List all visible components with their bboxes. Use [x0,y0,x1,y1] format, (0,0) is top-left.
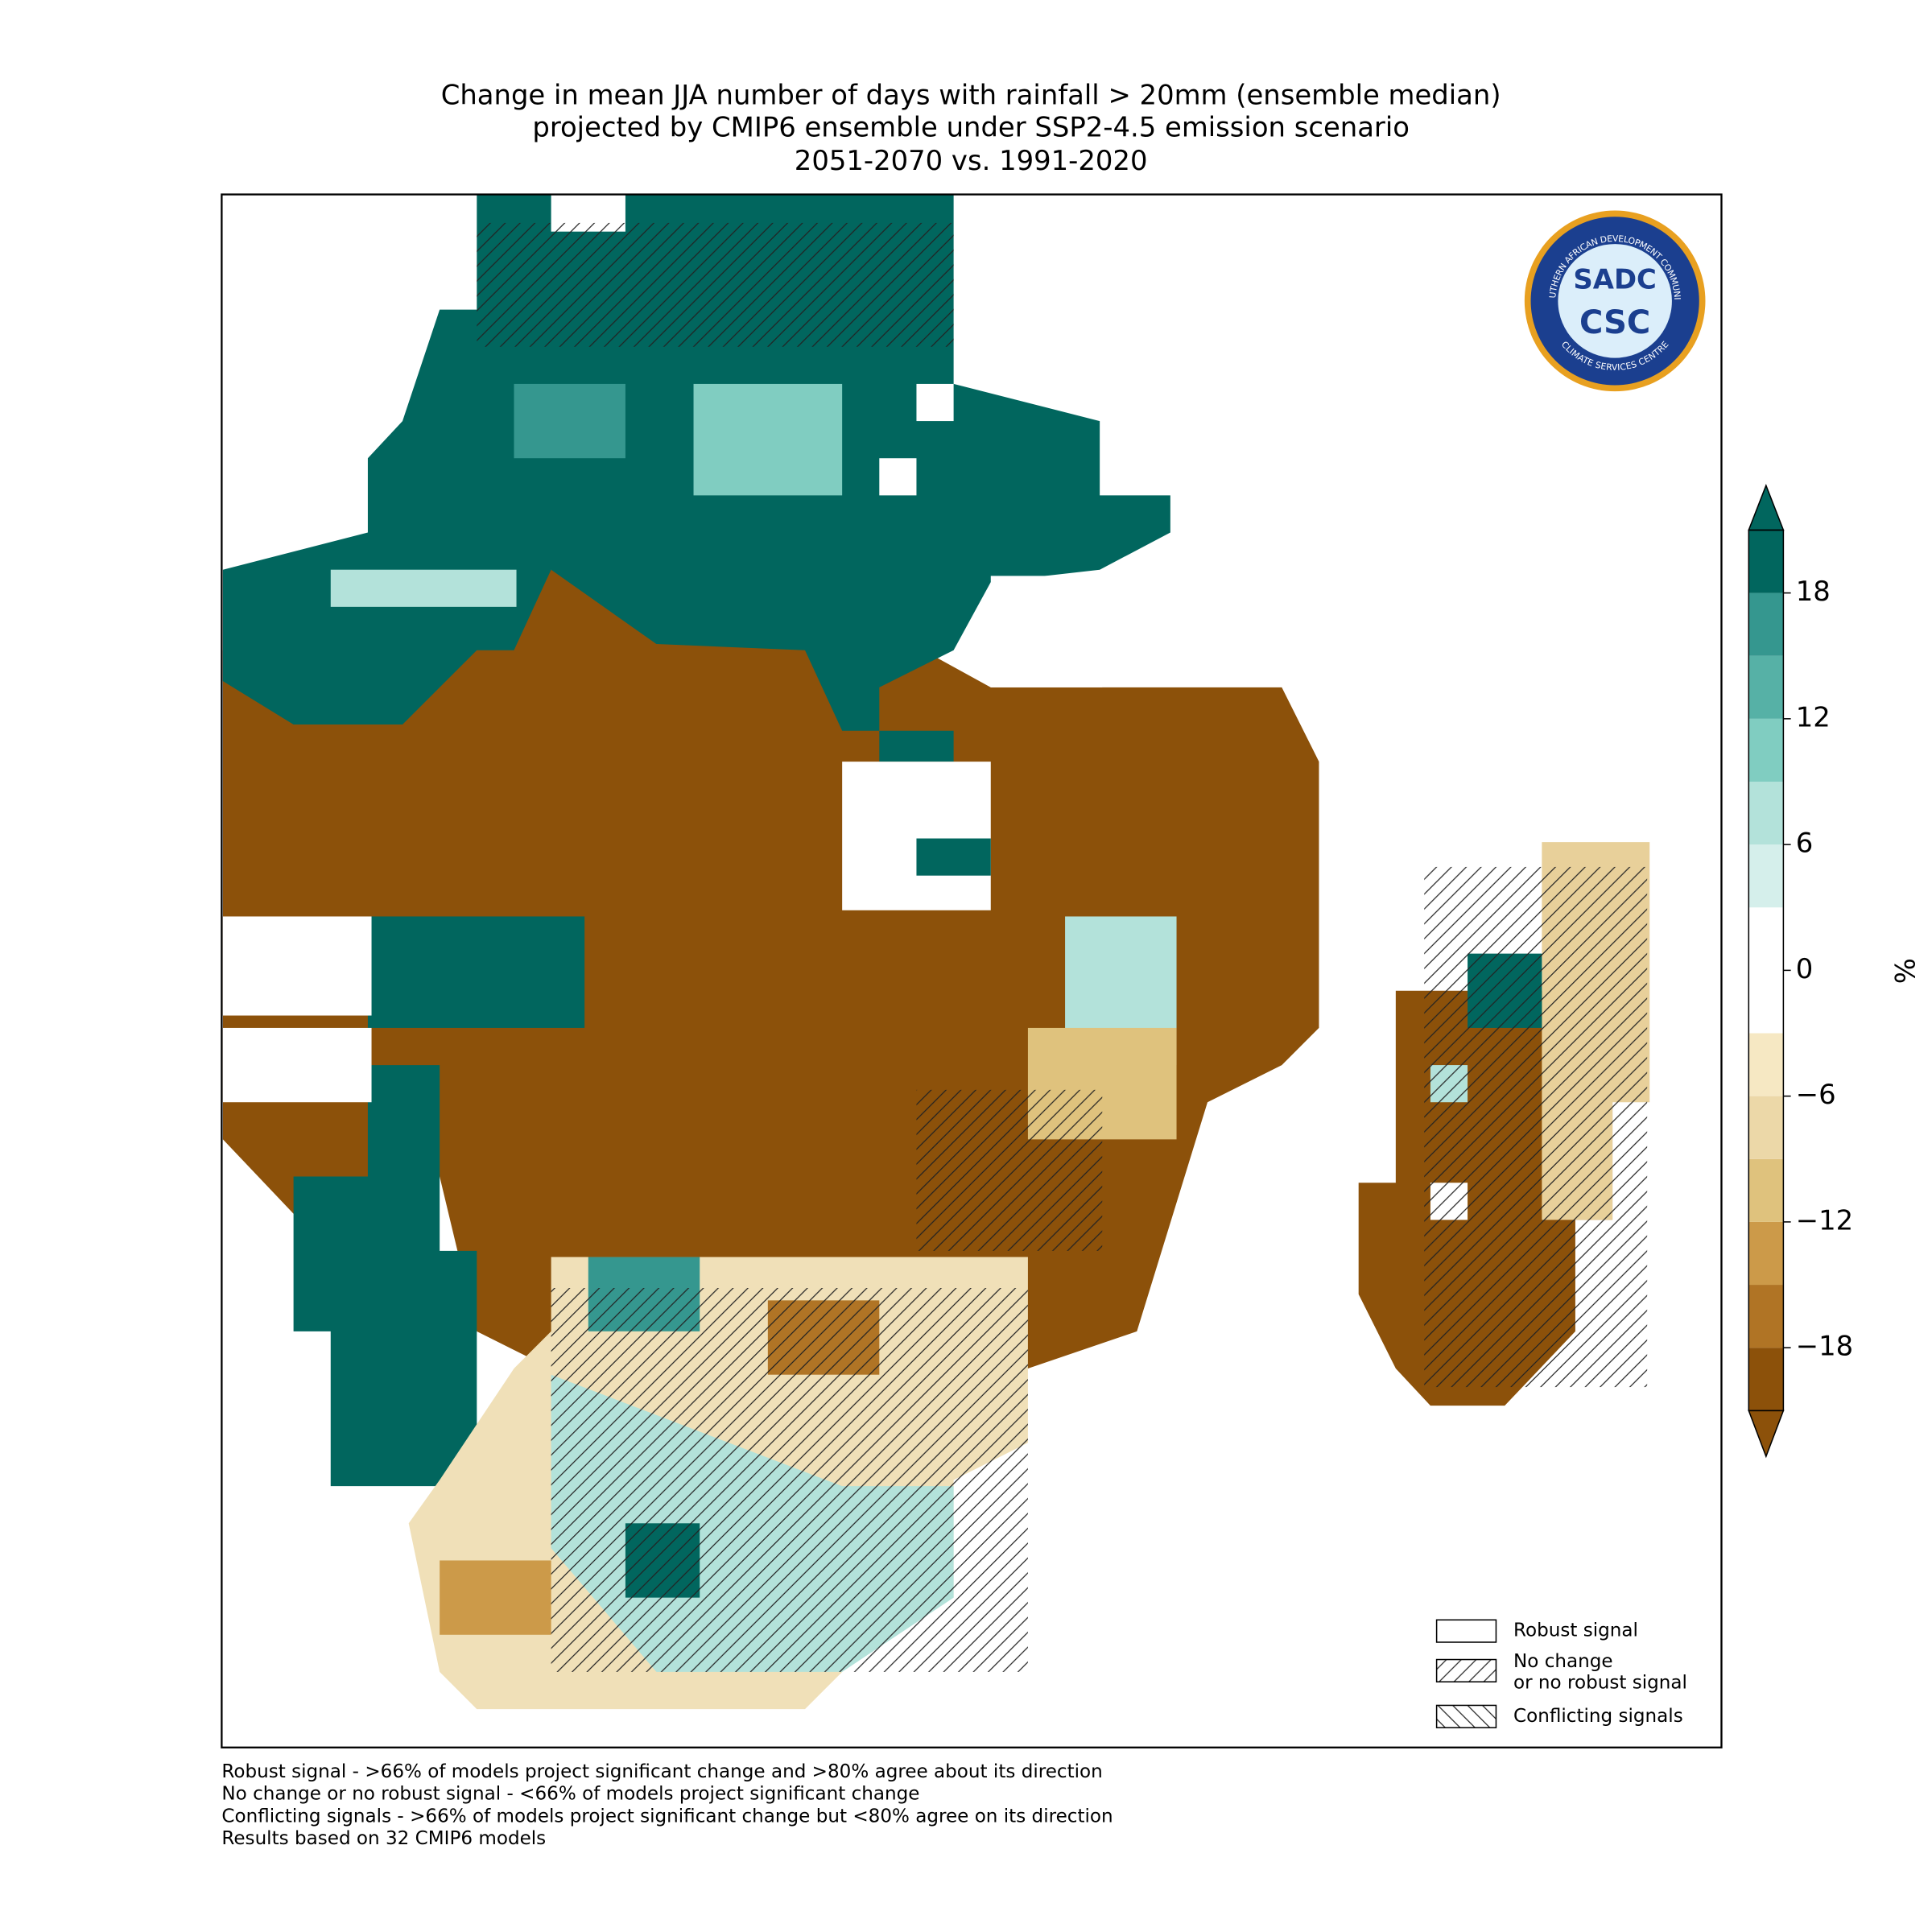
logo-center [1558,244,1672,358]
cell [222,916,372,1016]
footnotes: Robust signal - >66% of models project s… [221,1761,1113,1849]
cell [842,762,991,910]
legend-label: Conflicting signals [1513,1706,1683,1727]
cell [693,383,843,496]
colorbar-bin [1748,907,1784,971]
colorbar-bin [1748,1221,1784,1286]
region-wet-west [293,1065,477,1487]
map [221,193,1723,1748]
colorbar-bin [1748,970,1784,1034]
cell [990,576,1103,687]
colorbar-extend-top [1748,483,1785,531]
colorbar-label: % [1890,958,1922,984]
colorbar-tick-label: −12 [1796,1204,1853,1236]
colorbar-tick-label: 0 [1796,953,1814,985]
footnote: Conflicting signals - >66% of models pro… [221,1806,1113,1827]
colorbar-bin [1748,1033,1784,1096]
title-line: Change in mean JJA number of days with r… [441,79,1501,110]
colorbar-bin [1748,844,1784,908]
footnote: Robust signal - >66% of models project s… [221,1761,1102,1782]
legend-label: No change [1513,1651,1613,1672]
footnote: Results based on 32 CMIP6 models [221,1828,546,1849]
cell [440,1560,551,1635]
cell [367,916,585,1028]
hatch [551,1288,1028,1672]
colorbar-tick-label: 12 [1796,701,1831,733]
colorbar-bin [1748,1158,1784,1222]
legend-swatch [1435,1704,1497,1728]
title: Change in mean JJA number of days with r… [441,79,1501,176]
colorbar-tick-label: −6 [1796,1079,1836,1110]
legend-swatch [1435,1619,1497,1643]
hatch [1424,866,1648,1388]
colorbar-bin [1748,655,1784,719]
colorbar-extend-bottom [1748,1410,1785,1459]
title-line: projected by CMIP6 ensemble under SSP2-4… [532,111,1410,142]
cell [514,383,625,459]
colorbar-tick-label: 18 [1796,576,1831,607]
colorbar-bin [1748,781,1784,845]
hatch [916,1089,1103,1251]
legend-label: or no robust signal [1513,1672,1687,1693]
hatch [477,222,954,347]
title-line: 2051-2070 vs. 1991-2020 [795,145,1148,176]
logo-text: SADC [1573,264,1656,295]
legend-swatch [1435,1658,1497,1683]
colorbar-bin [1748,718,1784,782]
colorbar-bin [1748,592,1784,656]
colorbar-bin [1748,1096,1784,1159]
cell [879,458,917,496]
footnote: No change or no robust signal - <66% of … [221,1784,919,1805]
cell [330,569,517,607]
colorbar-tick-label: −18 [1796,1331,1853,1362]
cell [916,383,954,422]
legend-label: Robust signal [1513,1620,1638,1641]
colorbar-bin [1748,1285,1784,1348]
colorbar-bin [1748,1348,1784,1411]
cell [916,838,991,876]
colorbar-tick-label: 6 [1796,828,1814,859]
colorbar-bin [1748,530,1784,593]
cell [222,1027,372,1103]
colorbar: −18 −12 −6 0 6 12 18% [1748,483,1922,1459]
logo-text: CSC [1579,304,1650,341]
map-frame [221,193,1723,1748]
